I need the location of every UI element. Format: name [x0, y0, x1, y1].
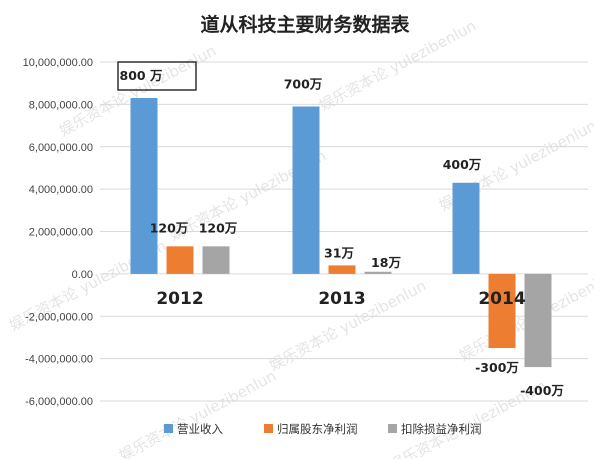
- data-label: 800 万: [120, 68, 163, 83]
- y-tick-label: -2,000,000.00: [25, 311, 93, 323]
- legend-swatch: [388, 424, 397, 433]
- legend-swatch: [264, 424, 273, 433]
- legend-label: 归属股东净利润: [277, 422, 358, 436]
- y-tick-label: 6,000,000.00: [29, 142, 93, 154]
- data-label: 120万: [199, 220, 238, 235]
- bar: [166, 246, 194, 274]
- bar: [524, 273, 552, 368]
- data-label: 31万: [324, 245, 354, 260]
- bar: [202, 246, 230, 274]
- y-tick-label: -4,000,000.00: [25, 354, 93, 366]
- bar: [328, 265, 356, 274]
- x-axis-labels: 2012 2013 2014: [156, 289, 525, 309]
- x-tick-label: 2014: [478, 289, 525, 309]
- chart-title: 道从科技主要财务数据表: [200, 13, 410, 36]
- watermark-text: 娱乐资本论 yulezibenlun: [116, 367, 279, 459]
- y-tick-label: -6,000,000.00: [25, 396, 93, 408]
- x-tick-label: 2013: [318, 289, 365, 309]
- legend: 营业收入 归属股东净利润 扣除损益净利润: [164, 422, 482, 436]
- y-tick-label: 0.00: [72, 269, 93, 281]
- data-label: -400万: [520, 383, 564, 398]
- highlight-box: [117, 61, 197, 91]
- legend-label: 营业收入: [177, 422, 223, 436]
- legend-label: 扣除损益净利润: [401, 422, 482, 436]
- legend-swatch: [164, 424, 173, 433]
- data-label: 18万: [371, 255, 401, 270]
- bar: [130, 98, 158, 274]
- bar: [452, 182, 480, 274]
- data-label: 120万: [150, 220, 189, 235]
- data-label: 700万: [284, 76, 323, 91]
- data-label: -300万: [475, 360, 519, 375]
- x-tick-label: 2012: [156, 289, 203, 309]
- data-label: 400万: [443, 157, 482, 172]
- y-tick-label: 10,000,000.00: [23, 57, 93, 69]
- data-labels: 800 万 700万 400万 120万 31万 -300万 120万 18万 -400万: [120, 68, 564, 398]
- bar: [292, 106, 320, 274]
- bar: [488, 273, 516, 349]
- y-tick-label: 8,000,000.00: [29, 99, 93, 111]
- y-tick-label: 2,000,000.00: [29, 227, 93, 239]
- bars-layer: [130, 98, 552, 368]
- y-axis: 10,000,000.00 8,000,000.00 6,000,000.00 4,0…: [23, 57, 93, 408]
- y-tick-label: 4,000,000.00: [29, 184, 93, 196]
- bar: [364, 271, 392, 274]
